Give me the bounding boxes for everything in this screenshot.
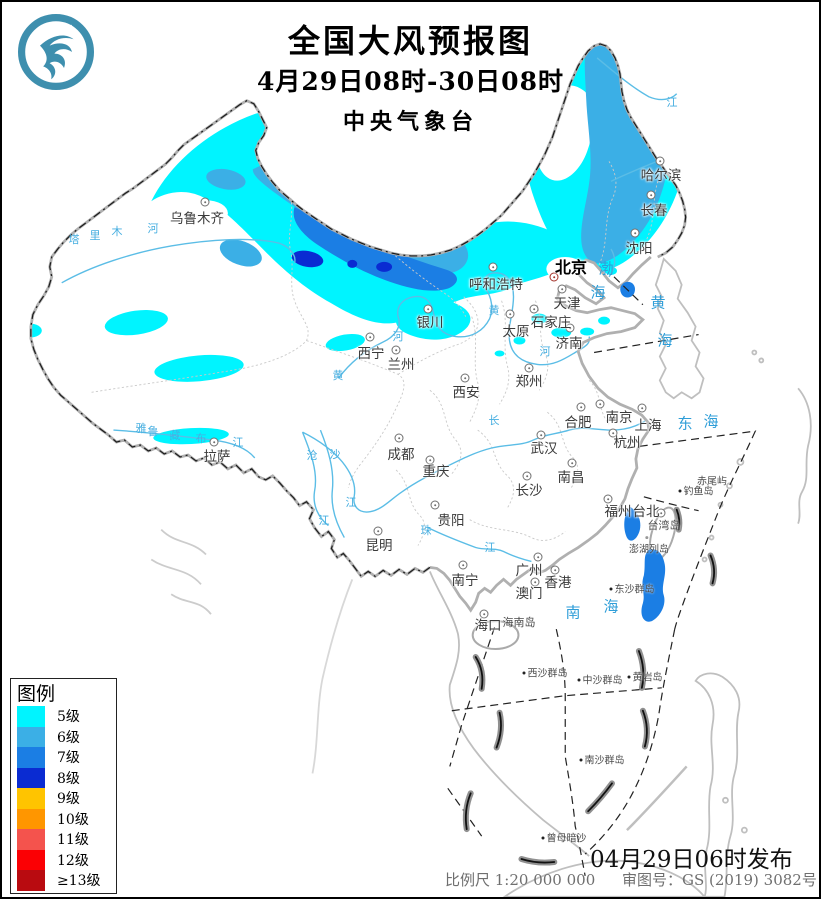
- legend-title: 图例: [17, 683, 56, 705]
- map-scale: 比例尺 1:20 000 000: [445, 871, 596, 889]
- legend-swatch: [17, 829, 45, 850]
- legend-row: 8级: [17, 767, 116, 788]
- legend-swatch: [17, 706, 45, 727]
- legend-swatch: [17, 788, 45, 809]
- release-time: 04月29日06时发布: [590, 847, 793, 873]
- legend-swatch: [17, 726, 45, 747]
- legend-row: 12级: [17, 849, 116, 870]
- wind-patch-level8: [291, 250, 393, 272]
- legend: 图例 5级 6级 7级 8级 9级 10级 11级 12级 ≥13级: [10, 678, 117, 894]
- legend-label: 12级: [57, 852, 89, 869]
- legend-swatch: [17, 808, 45, 829]
- legend-row: 5级: [17, 706, 116, 727]
- maritime-dashed-lines: [447, 276, 757, 877]
- page-title: 全国大风预报图: [287, 22, 533, 60]
- legend-swatch: [17, 767, 45, 788]
- legend-swatch: [17, 849, 45, 870]
- legend-row: 7级: [17, 747, 116, 768]
- legend-label: 6级: [57, 729, 80, 746]
- legend-label: 11级: [57, 832, 89, 849]
- legend-label: 7级: [57, 750, 80, 767]
- legend-label: 10级: [57, 811, 89, 828]
- legend-row: ≥13级: [17, 870, 116, 891]
- legend-label: ≥13级: [57, 873, 101, 890]
- foreign-coastlines: [150, 257, 812, 897]
- legend-swatch: [17, 747, 45, 768]
- legend-row: 10级: [17, 808, 116, 829]
- legend-row: 11级: [17, 829, 116, 850]
- legend-label: 5级: [57, 709, 80, 726]
- map-approval-number: 审图号：GS (2019) 3082号: [622, 871, 817, 889]
- legend-swatch: [17, 870, 45, 891]
- legend-rows: 5级 6级 7级 8级 9级 10级 11级 12级 ≥13级: [17, 706, 116, 891]
- nine-dash-line: [462, 506, 718, 866]
- legend-row: 9级: [17, 788, 116, 809]
- cma-logo: [18, 14, 94, 90]
- legend-label: 9级: [57, 791, 80, 808]
- agency-name: 中央气象台: [342, 109, 478, 135]
- legend-row: 6级: [17, 726, 116, 747]
- rivers: [61, 57, 678, 563]
- sea-wind-patches: [620, 281, 666, 622]
- forecast-period: 4月29日08时-30日08时: [257, 67, 564, 96]
- china-border: [29, 42, 701, 651]
- legend-label: 8级: [57, 770, 80, 787]
